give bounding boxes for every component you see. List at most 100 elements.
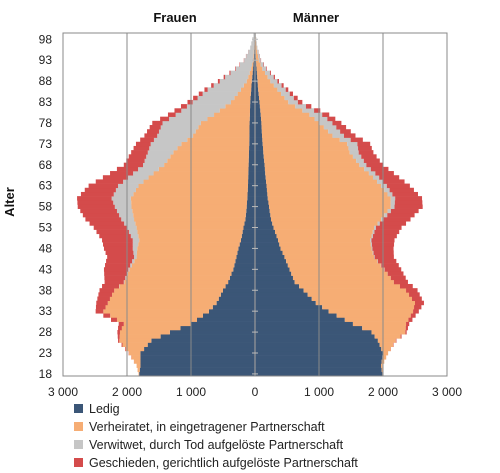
bar-maenner-geschieden-age-56: [387, 212, 415, 218]
bar-frauen-geschieden-age-60: [77, 196, 112, 201]
bar-frauen-ledig-age-56: [245, 212, 255, 218]
bar-frauen-verwitwet-age-68: [143, 162, 165, 168]
bar-maenner-verheiratet-age-97: [255, 41, 257, 46]
bar-maenner-verheiratet-age-34: [322, 304, 415, 310]
bar-frauen-verwitwet-age-77: [160, 125, 199, 130]
bar-frauen-verheiratet-age-70: [170, 154, 249, 159]
bar-frauen-verheiratet-age-45: [134, 258, 236, 264]
bar-frauen-ledig-age-42: [231, 271, 255, 276]
bar-maenner-ledig-age-49: [255, 242, 280, 247]
bar-maenner-ledig-age-85: [255, 91, 259, 97]
bar-frauen-verwitwet-age-70: [146, 154, 171, 159]
bar-maenner-verheiratet-age-28: [371, 329, 406, 335]
bar-maenner-verwitwet-age-87: [273, 83, 282, 88]
y-tick-label: 93: [39, 53, 53, 67]
bar-maenner-ledig-age-20: [255, 363, 382, 368]
bar-frauen-ledig-age-60: [247, 196, 255, 201]
bar-frauen-geschieden-age-38: [99, 288, 115, 293]
bar-maenner-verwitwet-age-75: [332, 133, 344, 138]
bar-maenner-verwitwet-age-51: [371, 233, 373, 239]
bar-frauen-verwitwet-age-96: [250, 45, 255, 51]
bar-maenner-verwitwet-age-85: [281, 91, 290, 97]
bar-frauen-ledig-age-26: [151, 338, 255, 343]
bar-frauen-verwitwet-age-94: [246, 53, 254, 59]
legend-label-verwitwet: Verwitwet, durch Tod aufgelöste Partners…: [89, 438, 344, 452]
bar-maenner-verheiratet-age-60: [267, 196, 391, 201]
bar-maenner-ledig-age-80: [255, 112, 261, 117]
y-tick-label: 78: [39, 116, 53, 130]
bar-maenner-verwitwet-age-59: [390, 200, 395, 205]
bar-maenner-ledig-age-19: [255, 367, 382, 373]
bar-frauen-verwitwet-age-62: [115, 187, 136, 193]
bar-maenner-verwitwet-age-60: [390, 196, 396, 201]
bar-maenner-verheiratet-age-29: [362, 325, 406, 331]
bar-maenner-geschieden-age-74: [350, 137, 363, 143]
bar-frauen-verwitwet-age-76: [158, 129, 196, 134]
bar-frauen-verheiratet-age-25: [122, 342, 148, 348]
bar-maenner-verwitwet-age-69: [356, 158, 364, 163]
bar-frauen-ledig-age-30: [191, 321, 255, 327]
bar-frauen-geschieden-age-57: [80, 208, 117, 214]
bar-frauen-verheiratet-age-31: [116, 317, 197, 322]
bar-frauen-geschieden-age-31: [111, 317, 117, 322]
bar-frauen-verheiratet-age-34: [105, 304, 213, 310]
bar-maenner-ledig-age-43: [255, 267, 290, 272]
bar-frauen-ledig-age-51: [241, 233, 255, 239]
bar-frauen-ledig-age-39: [225, 283, 255, 289]
bar-maenner-ledig-age-34: [255, 304, 323, 310]
bar-frauen-ledig-age-92: [253, 62, 255, 67]
bar-maenner-geschieden-age-53: [375, 225, 402, 230]
bar-frauen-ledig-age-74: [249, 137, 255, 143]
bar-maenner-verwitwet-age-70: [352, 154, 362, 159]
bar-maenner-verheiratet-age-78: [261, 120, 320, 126]
bar-frauen-ledig-age-38: [223, 288, 255, 293]
bar-maenner-ledig-age-82: [255, 104, 260, 109]
bar-maenner-ledig-age-62: [255, 187, 267, 193]
bar-frauen-verwitwet-age-87: [213, 83, 244, 88]
bar-frauen-verheiratet-age-23: [128, 350, 141, 356]
y-tick-label: 73: [39, 137, 53, 151]
bar-frauen-geschieden-age-39: [102, 283, 119, 289]
bar-frauen-geschieden-age-66: [110, 171, 134, 176]
bar-maenner-geschieden-age-30: [406, 321, 410, 327]
bar-frauen-verwitwet-age-49: [132, 242, 139, 247]
bar-frauen-geschieden-age-76: [147, 129, 159, 134]
bar-maenner-verheiratet-age-67: [264, 166, 365, 172]
bar-frauen-ledig-age-27: [160, 334, 255, 339]
y-tick-label: 33: [39, 304, 53, 318]
bar-maenner-geschieden-age-55: [383, 217, 411, 222]
bar-maenner-geschieden-age-36: [412, 296, 422, 301]
bar-frauen-verheiratet-age-58: [131, 204, 247, 209]
bar-maenner-ledig-age-44: [255, 263, 288, 268]
bar-frauen-verheiratet-age-32: [110, 313, 203, 318]
y-axis-label: Alter: [2, 187, 17, 217]
bar-frauen-verwitwet-age-90: [230, 70, 250, 76]
bar-maenner-verheiratet-age-80: [260, 112, 310, 117]
bar-frauen-verwitwet-age-57: [116, 208, 133, 214]
bar-frauen-verheiratet-age-19: [137, 367, 140, 373]
bar-maenner-geschieden-age-34: [414, 304, 422, 310]
bar-frauen-geschieden-age-72: [133, 145, 150, 151]
bar-frauen-geschieden-age-58: [77, 204, 115, 209]
bar-maenner-verheiratet-age-47: [282, 250, 373, 255]
left-group-label: Frauen: [153, 10, 196, 25]
bar-maenner-verheiratet-age-30: [352, 321, 407, 327]
bar-maenner-verheiratet-age-64: [266, 179, 378, 184]
bar-frauen-verheiratet-age-74: [187, 137, 250, 143]
bar-maenner-verheiratet-age-23: [383, 350, 389, 356]
bar-frauen-ledig-age-84: [250, 95, 255, 101]
bar-maenner-verwitwet-age-74: [339, 137, 351, 143]
bar-maenner-geschieden-age-41: [390, 275, 406, 281]
bar-frauen-verheiratet-age-82: [225, 104, 251, 109]
bar-frauen-verheiratet-age-29: [121, 325, 181, 331]
bar-maenner-geschieden-age-67: [370, 166, 389, 172]
bar-maenner-verwitwet-age-52: [372, 229, 375, 235]
bar-frauen-ledig-age-46: [236, 254, 255, 260]
bar-maenner-verwitwet-age-49: [370, 242, 372, 247]
bar-frauen-ledig-age-63: [247, 183, 255, 189]
bar-frauen-verwitwet-age-73: [150, 141, 182, 147]
bar-maenner-verwitwet-age-57: [387, 208, 391, 214]
bar-frauen-ledig-age-68: [248, 162, 255, 168]
bar-frauen-geschieden-age-90: [229, 70, 231, 76]
